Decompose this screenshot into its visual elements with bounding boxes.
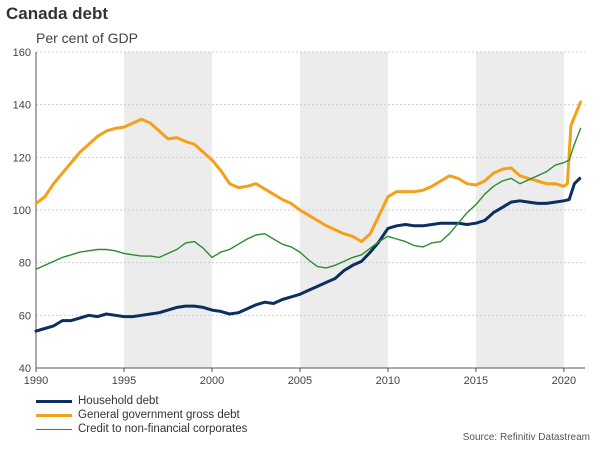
legend-label-government: General government gross debt: [78, 409, 240, 421]
legend-item-government-debt[interactable]: General government gross debt: [36, 408, 247, 422]
series-household-debt: [34, 176, 582, 333]
source-note: Source: Refinitiv Datastream: [462, 432, 590, 443]
legend-item-corporate-credit[interactable]: Credit to non-financial corporates: [36, 422, 247, 436]
legend-label-household: Household debt: [78, 395, 159, 407]
series-government-debt: [34, 100, 583, 244]
legend-swatch-corporate: [36, 428, 72, 430]
y-tick-label-120: 120: [13, 152, 31, 164]
chart-title: Canada debt: [6, 4, 109, 23]
y-tick-label-140: 140: [13, 100, 31, 112]
x-tick-label-2020: 2020: [552, 375, 576, 387]
chart-subtitle: Per cent of GDP: [36, 30, 138, 46]
x-tick-label-2000: 2000: [200, 375, 224, 387]
legend-swatch-household: [36, 399, 72, 403]
series-corporate-credit: [35, 127, 582, 270]
x-tick-label-1995: 1995: [112, 375, 136, 387]
y-tick-label-100: 100: [13, 205, 31, 217]
y-tick-label-40: 40: [19, 363, 31, 375]
legend-swatch-government: [36, 413, 72, 417]
x-tick-label-2010: 2010: [376, 375, 400, 387]
y-tick-label-60: 60: [19, 310, 31, 322]
legend-label-corporate: Credit to non-financial corporates: [78, 423, 248, 435]
x-tick-label-2015: 2015: [464, 375, 488, 387]
x-tick-label-1990: 1990: [24, 375, 48, 387]
series-lines: [34, 100, 583, 333]
legend-item-household-debt[interactable]: Household debt: [36, 394, 247, 408]
y-tick-label-80: 80: [19, 258, 31, 270]
grid-lines: [36, 51, 585, 316]
axes: 40 60 80 100 120 140 160 1990 1995 2000 2005 2010 20…: [13, 47, 585, 387]
x-tick-label-2005: 2005: [288, 375, 312, 387]
legend: Household debt General government gross …: [36, 394, 247, 436]
y-tick-label-160: 160: [13, 47, 31, 59]
